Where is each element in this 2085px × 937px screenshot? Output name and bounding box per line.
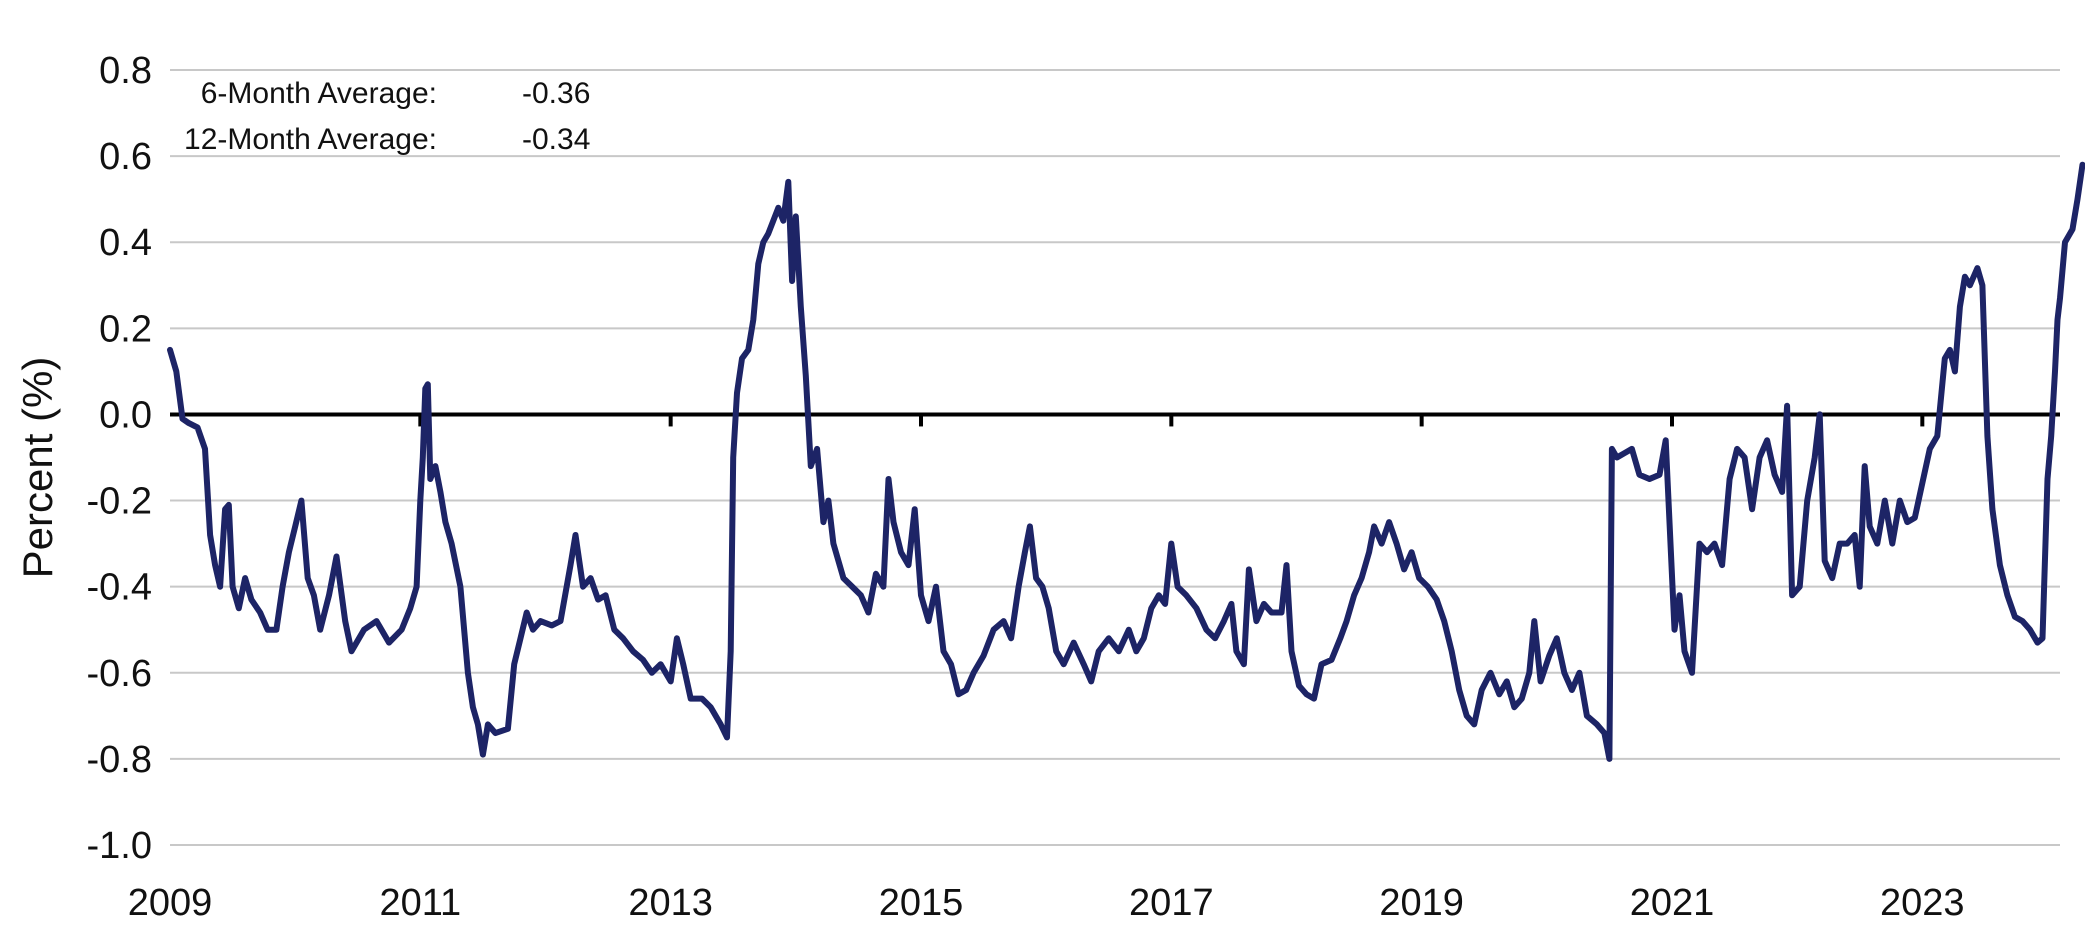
annotation-label: 12-Month Average:: [184, 123, 437, 156]
y-tick-label: -1.0: [87, 825, 152, 867]
y-tick-label: 0.0: [99, 394, 152, 436]
y-axis-label: Percent (%): [14, 357, 61, 579]
x-tick-label: 2015: [879, 882, 964, 924]
x-tick-label: 2021: [1630, 882, 1715, 924]
x-tick-label: 2013: [628, 882, 713, 924]
y-tick-label: 0.2: [99, 308, 152, 350]
annotation-value: -0.34: [522, 123, 590, 156]
annotation-label: 6-Month Average:: [201, 77, 437, 110]
x-tick-label: 2011: [379, 882, 461, 924]
x-tick-label: 2023: [1880, 882, 1965, 924]
y-tick-label: -0.8: [87, 739, 152, 781]
y-tick-label: -0.4: [87, 567, 152, 609]
y-tick-label: -0.6: [87, 653, 152, 695]
annotations: 6-Month Average: -0.36 12-Month Average: -0…: [184, 77, 590, 156]
x-axis-ticks: 2009 2011 2013 2015 2017 2019 2021 2023: [128, 414, 1965, 924]
series-line: [167, 161, 2085, 762]
x-tick-label: 2019: [1379, 882, 1464, 924]
grid-lines: [170, 69, 2060, 846]
annotation-value: -0.36: [522, 77, 590, 110]
x-tick-label: 2017: [1129, 882, 1214, 924]
y-axis-ticks: 0.8 0.6 0.4 0.2 0.0 -0.2 -0.4 -0.6 -0.8 -1.0: [87, 50, 152, 867]
y-tick-label: 0.4: [99, 222, 152, 264]
y-tick-label: 0.8: [99, 50, 152, 92]
x-tick-label: 2009: [128, 882, 213, 924]
y-tick-label: -0.2: [87, 481, 152, 523]
y-tick-label: 0.6: [99, 136, 152, 178]
